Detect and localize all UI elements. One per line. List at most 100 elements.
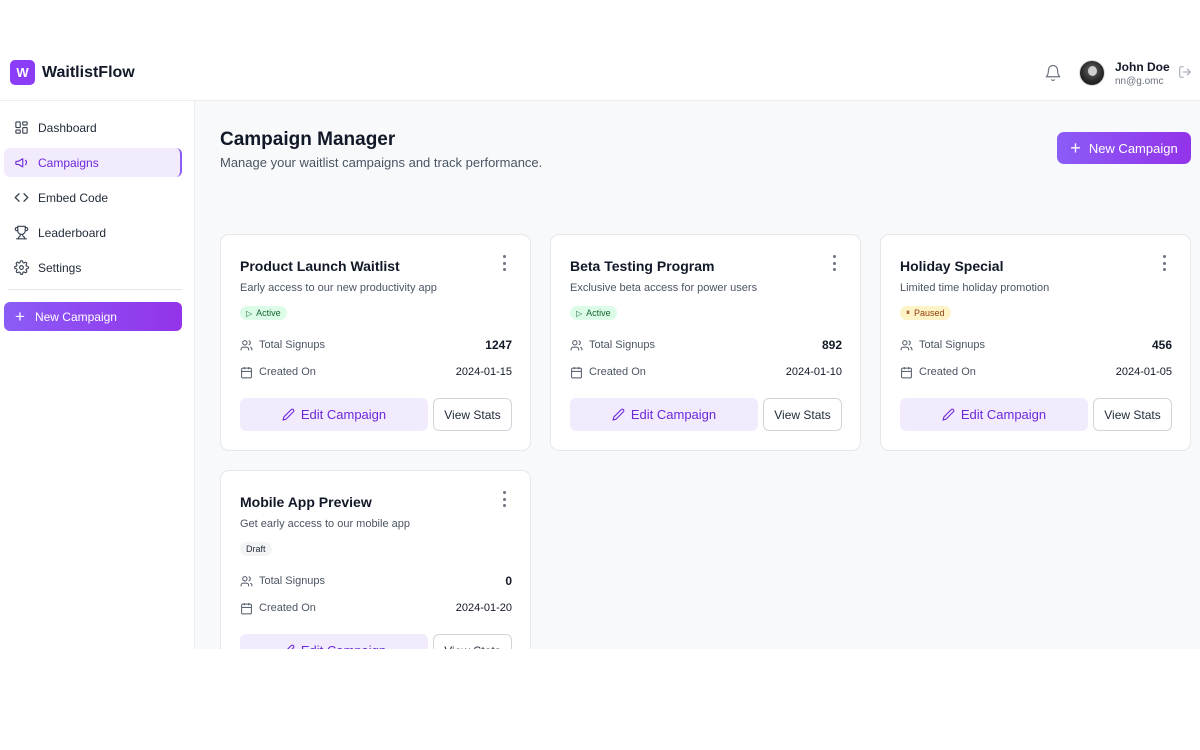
user-email: nn@g.omc <box>1115 76 1164 87</box>
edit-campaign-button[interactable]: Edit Campaign <box>900 398 1088 431</box>
status-label: Draft <box>246 544 266 554</box>
trophy-icon <box>13 225 29 241</box>
signups-value: 1247 <box>485 338 512 352</box>
created-value: 2024-01-15 <box>455 366 512 378</box>
pencil-icon <box>612 408 625 421</box>
sidebar-divider <box>8 289 182 290</box>
created-label: Created On <box>259 366 316 378</box>
campaign-card: Product Launch Waitlist Early access to … <box>220 234 531 451</box>
campaign-description: Limited time holiday promotion <box>900 282 1050 294</box>
created-value: 2024-01-05 <box>1115 366 1172 378</box>
status-badge: ▷ Active <box>240 306 287 320</box>
created-label: Created On <box>919 366 976 378</box>
sidebar-item-label: Leaderboard <box>38 225 107 240</box>
signups-row: Total Signups 0 <box>240 573 512 589</box>
app: W WaitlistFlow John Doe nn@g.omc Dashboa… <box>0 45 1200 649</box>
new-campaign-button[interactable]: + New Campaign <box>1057 132 1191 164</box>
sidebar-item-dashboard[interactable]: Dashboard <box>4 113 182 142</box>
plus-icon: + <box>15 307 25 326</box>
edit-campaign-button[interactable]: Edit Campaign <box>240 398 428 431</box>
campaign-title: Beta Testing Program <box>570 258 715 274</box>
signups-label: Total Signups <box>589 339 656 351</box>
main-content: Campaign Manager Manage your waitlist ca… <box>195 101 1200 649</box>
campaign-description: Exclusive beta access for power users <box>570 282 758 294</box>
created-row: Created On 2024-01-05 <box>900 364 1172 380</box>
sidebar-item-campaigns[interactable]: Campaigns <box>4 148 182 177</box>
logo[interactable]: W <box>10 60 35 85</box>
signups-label: Total Signups <box>259 575 326 587</box>
campaign-description: Early access to our new productivity app <box>240 282 437 294</box>
sidebar-item-leaderboard[interactable]: Leaderboard <box>4 218 182 247</box>
signups-row: Total Signups 456 <box>900 337 1172 353</box>
sidebar-item-settings[interactable]: Settings <box>4 253 182 282</box>
play-icon: ▷ <box>576 308 583 318</box>
calendar-icon <box>901 366 912 378</box>
logout-icon[interactable] <box>1178 65 1192 79</box>
users-icon <box>570 339 583 350</box>
calendar-icon <box>241 366 252 378</box>
sidebar-item-embed-code[interactable]: Embed Code <box>4 183 182 212</box>
view-stats-button[interactable]: View Stats <box>433 634 512 649</box>
signups-row: Total Signups 1247 <box>240 337 512 353</box>
users-icon <box>240 339 253 350</box>
users-icon <box>900 339 913 350</box>
status-label: Paused <box>914 308 945 318</box>
campaign-title: Holiday Special <box>900 258 1004 274</box>
calendar-icon <box>241 602 252 614</box>
new-campaign-label: New Campaign <box>1088 140 1178 156</box>
created-row: Created On 2024-01-20 <box>240 600 512 616</box>
more-options-icon[interactable] <box>1159 255 1169 271</box>
status-label: Active <box>256 308 281 318</box>
page-subtitle: Manage your waitlist campaigns and track… <box>220 155 543 170</box>
calendar-icon <box>571 366 582 378</box>
campaign-title: Product Launch Waitlist <box>240 258 400 274</box>
campaign-description: Get early access to our mobile app <box>240 518 410 530</box>
created-label: Created On <box>589 366 646 378</box>
edit-campaign-button[interactable]: Edit Campaign <box>240 634 428 649</box>
signups-label: Total Signups <box>919 339 986 351</box>
campaign-title: Mobile App Preview <box>240 494 372 510</box>
more-options-icon[interactable] <box>499 491 509 507</box>
sidebar-new-campaign-button[interactable]: + New Campaign <box>4 302 182 331</box>
edit-campaign-label: Edit Campaign <box>960 407 1047 422</box>
created-label: Created On <box>259 602 316 614</box>
page-title: Campaign Manager <box>220 129 396 150</box>
signups-value: 0 <box>505 574 512 588</box>
top-bar: W WaitlistFlow John Doe nn@g.omc <box>0 45 1200 101</box>
brand-name: WaitlistFlow <box>42 64 135 81</box>
status-label: Active <box>586 308 611 318</box>
pencil-icon <box>286 644 295 649</box>
more-options-icon[interactable] <box>829 255 839 271</box>
status-badge: ▷ Active <box>570 306 617 320</box>
status-badge: Draft <box>240 542 272 556</box>
user-name: John Doe <box>1115 60 1170 74</box>
bell-icon[interactable] <box>1044 64 1062 82</box>
pencil-icon <box>942 408 955 421</box>
status-badge: ⏸ Paused <box>900 306 951 320</box>
sidebar: Dashboard Campaigns Embed Code Leaderboa… <box>0 101 195 649</box>
sidebar-item-label: Embed Code <box>38 190 109 205</box>
sidebar-new-campaign-label: New Campaign <box>34 309 117 324</box>
sidebar-item-label: Dashboard <box>38 120 97 135</box>
created-value: 2024-01-20 <box>455 602 512 614</box>
sidebar-item-label: Settings <box>38 260 82 275</box>
users-icon <box>240 575 253 586</box>
view-stats-button[interactable]: View Stats <box>433 398 512 431</box>
created-row: Created On 2024-01-10 <box>570 364 842 380</box>
signups-label: Total Signups <box>259 339 326 351</box>
edit-campaign-label: Edit Campaign <box>300 407 387 422</box>
view-stats-button[interactable]: View Stats <box>763 398 842 431</box>
campaign-card: Mobile App Preview Get early access to o… <box>220 470 531 649</box>
edit-campaign-button[interactable]: Edit Campaign <box>570 398 758 431</box>
more-options-icon[interactable] <box>499 255 509 271</box>
edit-campaign-label: Edit Campaign <box>630 407 717 422</box>
created-row: Created On 2024-01-15 <box>240 364 512 380</box>
pause-icon: ⏸ <box>906 308 910 317</box>
avatar[interactable] <box>1079 60 1105 86</box>
edit-campaign-label: Edit Campaign <box>301 643 386 649</box>
view-stats-button[interactable]: View Stats <box>1093 398 1172 431</box>
created-value: 2024-01-10 <box>785 366 842 378</box>
campaign-card: Holiday Special Limited time holiday pro… <box>880 234 1191 451</box>
megaphone-icon <box>13 155 29 171</box>
play-icon: ▷ <box>246 308 253 318</box>
